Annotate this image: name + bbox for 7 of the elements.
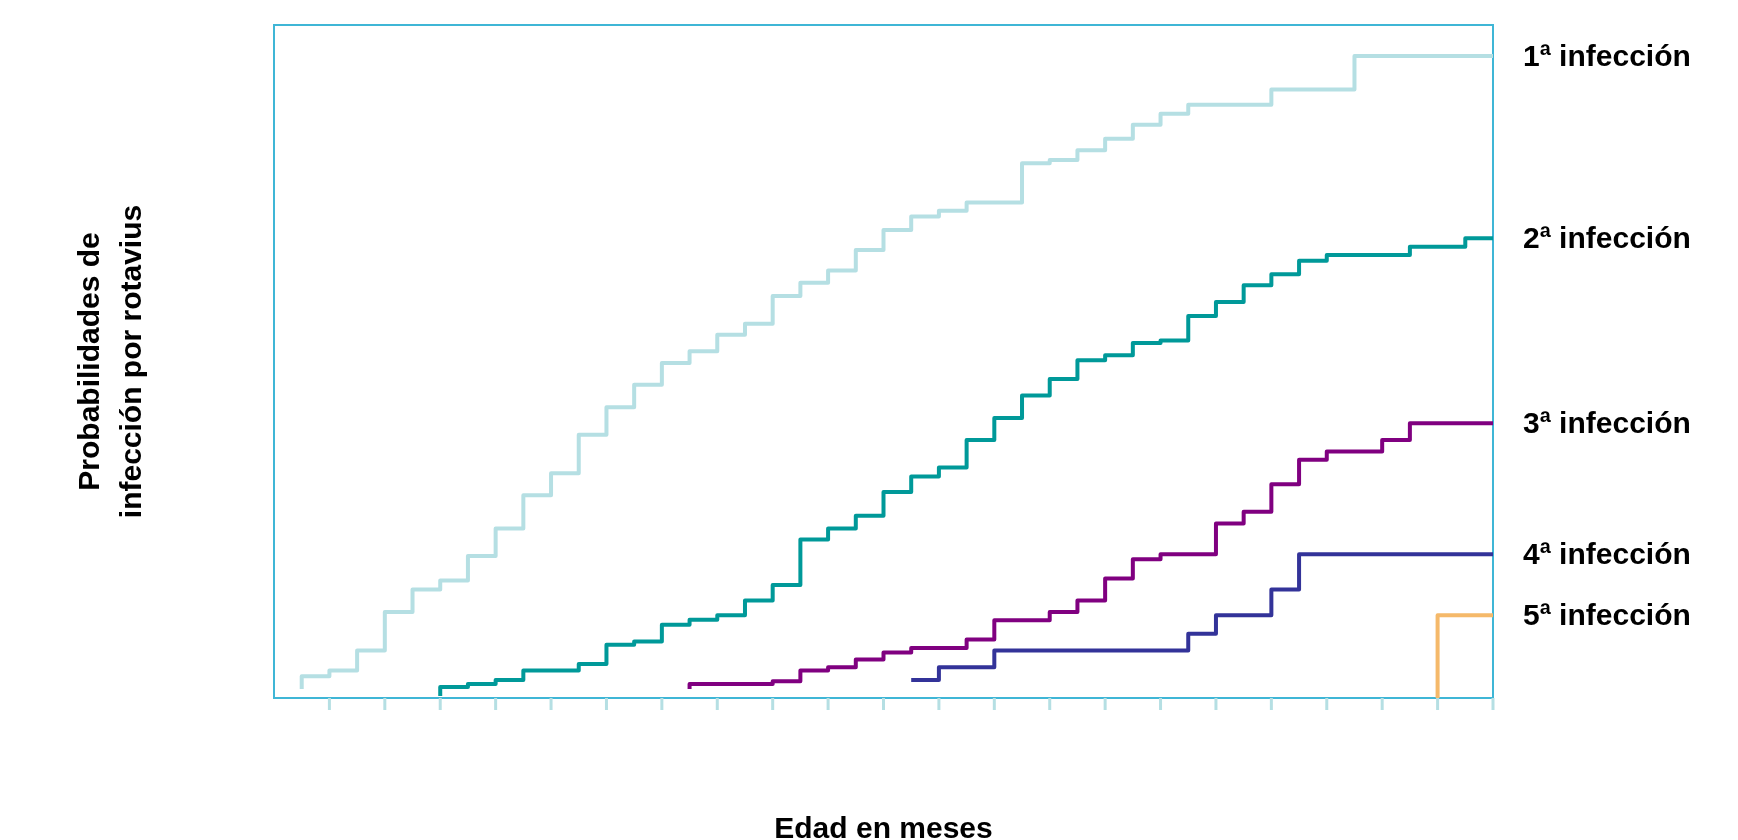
series-label: 3ª infección bbox=[1523, 406, 1691, 440]
x-axis-title: Edad en meses bbox=[774, 811, 993, 840]
y-axis-title: Probabilidades de infección por rotavius bbox=[72, 204, 147, 519]
series-label: 1ª infección bbox=[1523, 39, 1691, 72]
series-label: 2ª infección bbox=[1523, 221, 1691, 255]
series-label: 4ª infección bbox=[1523, 537, 1691, 571]
series-label: 5ª infección bbox=[1523, 598, 1691, 632]
